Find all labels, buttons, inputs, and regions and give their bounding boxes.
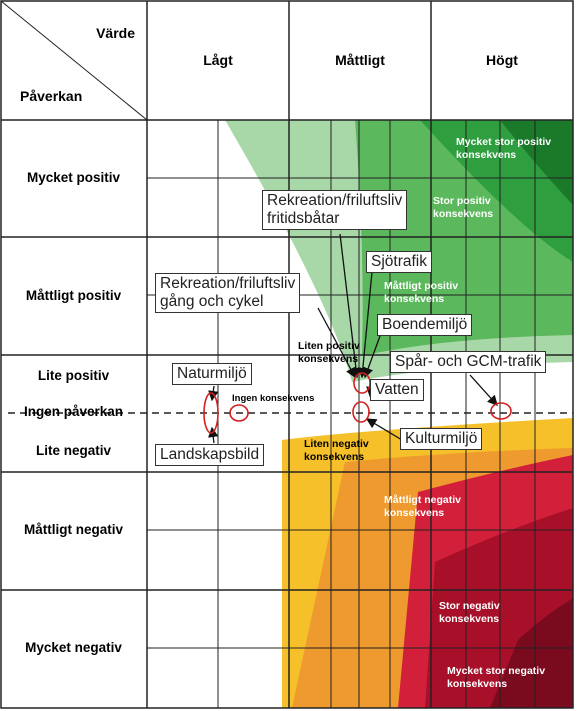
item-label: Naturmiljö (172, 363, 252, 385)
item-label: Vatten (370, 379, 424, 401)
item-label: Rekreation/friluftsliv gång och cykel (155, 273, 301, 313)
zone-label: Liten negativ konsekvens (304, 438, 369, 463)
zone-label: Stor positiv konsekvens (433, 195, 494, 220)
zone-label: Måttligt positiv konsekvens (384, 280, 459, 305)
column-header: Högt (486, 52, 518, 68)
arrows (208, 233, 498, 444)
markers (203, 372, 512, 434)
row-header: Måttligt negativ (23, 522, 123, 537)
header-impact: Påverkan (20, 88, 83, 104)
zone-label: Måttligt negativ konsekvens (384, 494, 462, 519)
item-label: Rekreation/friluftsliv fritidsbåtar (262, 190, 408, 230)
row-header: Mycket negativ (25, 640, 122, 655)
row-header: Ingen påverkan (23, 404, 124, 419)
item-label: Kulturmiljö (400, 428, 483, 450)
zone-label: Ingen konsekvens (232, 393, 315, 404)
item-label: Sjötrafik (366, 251, 432, 273)
item-label: Spår- och GCM-trafik (390, 351, 547, 373)
zone-label: Mycket stor positiv konsekvens (456, 136, 552, 161)
zones (225, 120, 573, 708)
column-header: Måttligt (335, 52, 385, 68)
zone-label: Liten positiv konsekvens (298, 340, 360, 365)
header-value: Värde (96, 25, 135, 41)
zone-label: Stor negativ konsekvens (439, 600, 500, 625)
item-label: Landskapsbild (155, 444, 265, 466)
row-header: Måttligt positiv (25, 288, 122, 303)
row-header: Mycket positiv (26, 170, 121, 185)
row-header: Lite negativ (35, 443, 111, 458)
column-header: Lågt (203, 52, 233, 68)
row-header: Lite positiv (37, 368, 110, 383)
item-label: Boendemiljö (377, 314, 473, 336)
zone-label: Mycket stor negativ konsekvens (447, 665, 546, 690)
